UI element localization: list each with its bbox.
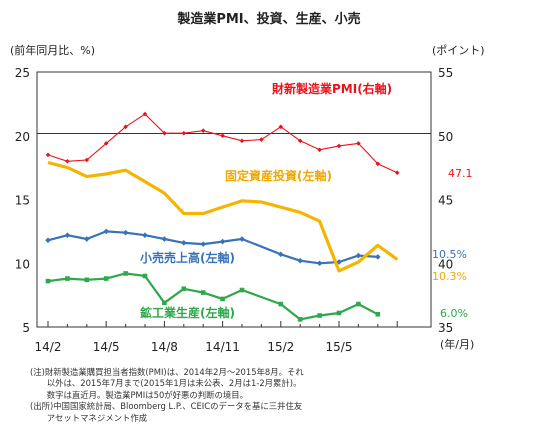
data-point-industrial-production bbox=[181, 286, 187, 292]
data-point-retail-sales bbox=[84, 236, 90, 242]
data-point-retail-sales bbox=[355, 252, 362, 259]
data-point-retail-sales bbox=[375, 254, 381, 260]
data-point-industrial-production bbox=[103, 276, 109, 281]
data-point-industrial-production bbox=[123, 271, 128, 276]
series-label-retail-sales: 小売売上高(左軸) bbox=[140, 250, 235, 265]
right-axis-tick-label: 45 bbox=[438, 194, 453, 208]
right-axis-tick-label: 50 bbox=[438, 130, 453, 144]
data-point-industrial-production bbox=[200, 290, 206, 295]
data-point-retail-sales bbox=[219, 238, 226, 245]
end-label-fixed-investment: 10.3% bbox=[432, 270, 467, 283]
data-point-retail-sales bbox=[316, 260, 323, 267]
right-axis-tick-label: 35 bbox=[438, 321, 453, 335]
series-label-fixed-investment: 固定資産投資(左軸) bbox=[225, 168, 332, 183]
data-point-industrial-production bbox=[65, 276, 70, 281]
data-point-pmi bbox=[278, 124, 284, 130]
end-label-industrial-production: 6.0% bbox=[440, 307, 468, 320]
x-axis-tick-label: 15/2 bbox=[267, 340, 294, 354]
data-point-retail-sales bbox=[181, 240, 187, 246]
data-point-retail-sales bbox=[278, 251, 284, 258]
data-point-pmi bbox=[181, 130, 187, 136]
x-axis-tick-label: 14/11 bbox=[205, 340, 240, 354]
data-point-retail-sales bbox=[64, 232, 71, 238]
data-point-industrial-production bbox=[142, 273, 148, 279]
data-point-industrial-production bbox=[297, 317, 303, 322]
data-point-industrial-production bbox=[375, 311, 381, 317]
data-point-pmi bbox=[103, 141, 109, 146]
x-axis-label: (年/月) bbox=[440, 337, 474, 351]
data-point-industrial-production bbox=[336, 310, 342, 316]
data-point-industrial-production bbox=[239, 287, 245, 293]
data-point-retail-sales bbox=[297, 257, 303, 264]
data-point-pmi bbox=[65, 158, 70, 164]
footnote-line: アセットマネジメント作成 bbox=[30, 412, 148, 423]
data-point-pmi bbox=[142, 111, 148, 117]
left-axis-tick-label: 10 bbox=[15, 257, 30, 271]
data-point-pmi bbox=[200, 128, 206, 133]
data-point-pmi bbox=[375, 161, 381, 167]
footnotes: (注)財新製造業購買担当者指数(PMI)は、2014年2月～2015年8月。それ… bbox=[30, 367, 304, 424]
data-point-pmi bbox=[84, 157, 90, 163]
data-point-pmi bbox=[162, 130, 167, 136]
x-axis-tick-label: 14/5 bbox=[93, 340, 120, 354]
footnote-line: 数字は直近月。製造業PMIは50が好悪の判断の境目。 bbox=[30, 389, 249, 400]
x-axis-tick-label: 14/2 bbox=[35, 340, 62, 354]
data-point-industrial-production bbox=[162, 300, 167, 306]
right-axis-tick-label: 55 bbox=[438, 66, 453, 80]
data-point-pmi bbox=[45, 152, 51, 158]
data-point-pmi bbox=[220, 133, 225, 139]
x-axis-tick-label: 15/5 bbox=[326, 340, 353, 354]
series-line-fixed-investment bbox=[47, 160, 399, 273]
data-point-industrial-production bbox=[356, 301, 361, 307]
left-axis-tick-label: 20 bbox=[15, 130, 30, 144]
data-point-retail-sales bbox=[103, 228, 109, 235]
data-point-retail-sales bbox=[122, 229, 129, 236]
left-axis-tick-label: 5 bbox=[22, 321, 30, 335]
data-point-industrial-production bbox=[84, 277, 90, 283]
end-label-pmi: 47.1 bbox=[448, 167, 473, 180]
data-point-industrial-production bbox=[278, 301, 284, 307]
footnote-line: (出所)中国国家統計局、Bloomberg L.P.、CEICのデータを基に三井… bbox=[30, 401, 303, 412]
data-point-industrial-production bbox=[220, 296, 225, 302]
data-point-pmi bbox=[259, 137, 264, 142]
data-point-retail-sales bbox=[239, 236, 245, 242]
series-label-pmi: 財新製造業PMI(右軸) bbox=[271, 81, 392, 96]
x-axis-tick-label: 14/8 bbox=[151, 340, 178, 354]
plot-frame bbox=[36, 71, 432, 328]
left-axis-tick-label: 25 bbox=[15, 66, 30, 80]
chart-title: 製造業PMI、投資、生産、小売 bbox=[176, 11, 360, 27]
series-label-industrial-production: 鉱工業生産(左軸) bbox=[140, 305, 235, 320]
data-point-pmi bbox=[317, 147, 322, 153]
data-point-retail-sales bbox=[161, 236, 168, 242]
data-point-pmi bbox=[123, 124, 128, 130]
data-point-pmi bbox=[336, 143, 342, 149]
data-point-industrial-production bbox=[317, 313, 322, 318]
left-axis-tick-label: 15 bbox=[15, 194, 30, 208]
data-point-pmi bbox=[394, 170, 400, 176]
end-label-retail-sales: 10.5% bbox=[432, 248, 467, 261]
data-point-pmi bbox=[239, 138, 245, 144]
data-point-pmi bbox=[297, 138, 303, 144]
data-point-industrial-production bbox=[45, 278, 51, 284]
right-axis-label: (ポイント) bbox=[432, 44, 485, 57]
series-line-pmi bbox=[47, 113, 398, 174]
footnote-line: (注)財新製造業購買担当者指数(PMI)は、2014年2月～2015年8月。それ bbox=[30, 367, 304, 377]
data-point-retail-sales bbox=[45, 237, 51, 244]
footnote-line: 以外は、2015年7月まで(2015年1月は未公表、2月は1-2月累計)。 bbox=[30, 378, 302, 389]
right-axis-tick-label: 40 bbox=[438, 257, 453, 271]
left-axis-label: (前年同月比、%) bbox=[10, 43, 95, 57]
data-point-retail-sales bbox=[142, 232, 148, 238]
data-point-pmi bbox=[356, 141, 361, 146]
data-point-retail-sales bbox=[200, 241, 206, 247]
